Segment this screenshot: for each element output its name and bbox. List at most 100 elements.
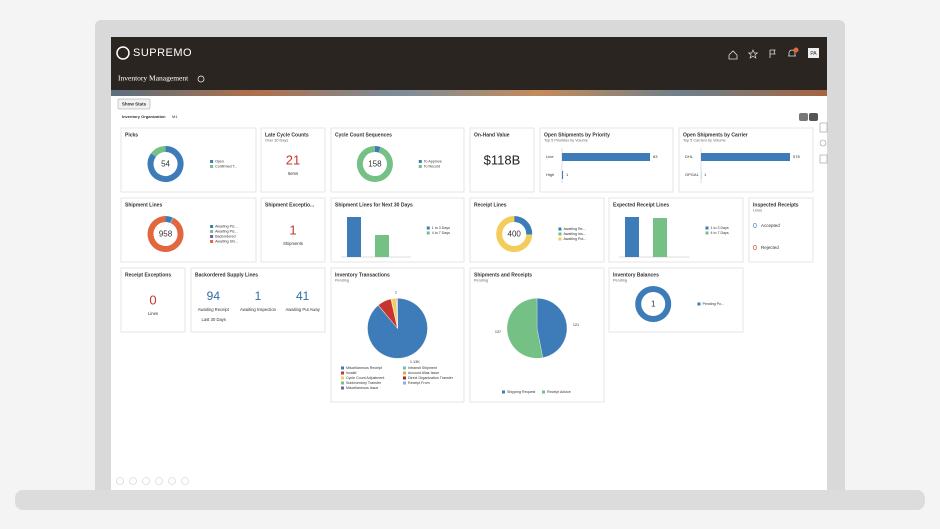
- legend-label: Direct Organization Transfer: [408, 376, 454, 380]
- tool-icon[interactable]: [142, 477, 150, 485]
- legend-swatch: [558, 232, 562, 236]
- list-label: Accepted: [761, 223, 780, 228]
- card-subtitle: Over 30 Days: [265, 139, 288, 143]
- legend-swatch: [403, 366, 406, 370]
- legend-label: Invalid: [346, 371, 356, 375]
- tool-icon[interactable]: [168, 477, 176, 485]
- tool-icon[interactable]: [181, 477, 189, 485]
- metric-caption: Awaiting Put Away: [286, 307, 321, 312]
- card-subtitle: Pending: [613, 279, 627, 283]
- legend-swatch: [403, 371, 406, 375]
- legend-label: 1 to 3 Days: [710, 226, 728, 230]
- card-subtitle: Pending: [474, 279, 488, 283]
- layout-toggle[interactable]: [799, 113, 808, 121]
- show-stats-button[interactable]: [117, 98, 151, 110]
- card: [120, 127, 257, 193]
- flag-icon[interactable]: [769, 49, 776, 58]
- user-avatar[interactable]: [808, 48, 819, 58]
- tool-icon[interactable]: [116, 477, 124, 485]
- legend-swatch: [210, 165, 214, 168]
- donut-segment: [374, 146, 381, 153]
- bar: [653, 218, 667, 257]
- card-subtitle: Pending: [335, 279, 349, 283]
- notification-badge: [793, 47, 799, 53]
- legend-label: Receipt From: [408, 381, 430, 385]
- help-icon[interactable]: [197, 75, 205, 83]
- legend-swatch: [426, 231, 430, 235]
- card-title: Inventory Balances: [613, 272, 659, 278]
- legend-swatch: [210, 240, 214, 243]
- legend-label: Confirmed T...: [215, 164, 237, 168]
- bar: [562, 171, 564, 179]
- legend-label: Backordered: [215, 234, 235, 238]
- card: [120, 267, 186, 333]
- card-title: Open Shipments by Priority: [544, 132, 610, 138]
- legend-swatch: [341, 371, 344, 375]
- card: [260, 127, 326, 193]
- bar-label: OPGA1: [685, 172, 700, 177]
- home-icon[interactable]: [728, 50, 738, 60]
- legend-swatch: [210, 230, 214, 233]
- legend-label: Awaiting Pic...: [215, 229, 238, 233]
- logo-icon: [116, 46, 130, 60]
- card-subtitle: Top 5 Priorities by Volume: [544, 139, 588, 143]
- side-search[interactable]: [819, 139, 827, 147]
- side-chart[interactable]: [819, 154, 828, 164]
- legend-label: Subinventory Transfer: [346, 381, 382, 385]
- bar-label: High: [546, 172, 554, 177]
- legend-label: 1 to 3 Days: [432, 226, 450, 230]
- app-header: [111, 37, 827, 90]
- side-tool[interactable]: [819, 122, 828, 133]
- legend-label: Awaiting Ins...: [563, 232, 585, 236]
- donut-center: 400: [508, 230, 522, 239]
- legend-label: Awaiting Pic...: [215, 224, 238, 228]
- card-title: Inventory Transactions: [335, 272, 390, 278]
- legend-label: Account Alias Issue: [408, 371, 439, 375]
- legend-label: 4 to 7 Days: [432, 231, 450, 235]
- org-value: M1: [172, 114, 178, 119]
- favorites-icon[interactable]: [747, 49, 759, 59]
- metric-value: 1: [255, 289, 262, 303]
- card-title: Expected Receipt Lines: [613, 202, 669, 208]
- legend-swatch: [403, 381, 406, 385]
- tool-icon[interactable]: [129, 477, 137, 485]
- legend-swatch: [502, 390, 505, 394]
- legend-label: Receipt Advice: [547, 390, 571, 394]
- edit-toggle[interactable]: [809, 113, 818, 121]
- donut-center: 54: [161, 160, 170, 169]
- card: [748, 197, 814, 263]
- card-title: On-Hand Value: [474, 132, 510, 138]
- bar-value: 578: [793, 154, 800, 159]
- card: [260, 197, 326, 263]
- card-title: Backordered Supply Lines: [195, 272, 258, 278]
- card-title: Open Shipments by Carrier: [683, 132, 748, 138]
- decorative-band: [111, 90, 827, 96]
- card-subtitle: Top 5 Carriers by Volume: [683, 139, 726, 143]
- card-title: Cycle Count Sequences: [335, 132, 392, 138]
- legend-swatch: [418, 165, 422, 168]
- card-title: Shipment Exceptio...: [265, 202, 315, 208]
- tool-icon[interactable]: [155, 477, 163, 485]
- metric-caption: Lines: [148, 311, 158, 316]
- card-title: Shipment Lines for Next 30 Days: [335, 202, 413, 208]
- bar: [625, 217, 639, 257]
- card-title: Shipments and Receipts: [474, 272, 532, 278]
- metric-caption: Awaiting Inspection: [240, 307, 277, 312]
- legend-label: Awaiting Put...: [563, 237, 586, 241]
- list-label: Rejected: [761, 245, 779, 250]
- legend-label: Open: [215, 159, 224, 163]
- legend-label: Intransit Shipment: [408, 366, 437, 370]
- legend-label: Awaiting Shi...: [215, 239, 238, 243]
- laptop-base: [15, 490, 925, 510]
- legend-label: To Record: [424, 164, 440, 168]
- legend-label: Miscellaneous Receipt: [346, 366, 382, 370]
- legend-swatch: [558, 237, 562, 241]
- bottom-toolbar: [116, 477, 189, 485]
- metric-value: 41: [296, 289, 310, 303]
- donut-segment: [147, 216, 184, 252]
- footnote: Last 30 Days: [202, 317, 226, 322]
- bar-value: 83: [653, 154, 658, 159]
- legend-swatch: [558, 227, 562, 231]
- card-title: Picks: [125, 132, 138, 138]
